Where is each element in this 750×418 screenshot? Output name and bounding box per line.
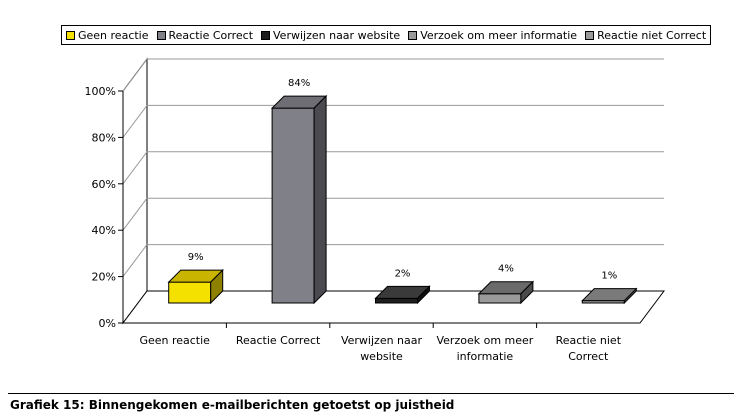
bar bbox=[581, 287, 638, 305]
category-label: informatie bbox=[457, 350, 514, 363]
legend-item: Reactie niet Correct bbox=[585, 29, 706, 42]
legend-swatch bbox=[66, 30, 75, 40]
category-label: Geen reactie bbox=[139, 334, 210, 347]
bar-side bbox=[623, 287, 637, 305]
y-tick-label: 100% bbox=[85, 85, 116, 98]
data-label: 2% bbox=[395, 268, 411, 279]
legend-swatch bbox=[408, 30, 418, 40]
data-label: 9% bbox=[188, 252, 204, 263]
y-tick-label: 60% bbox=[92, 178, 116, 191]
category-label: website bbox=[360, 350, 403, 363]
bar-front bbox=[478, 293, 522, 304]
gridline-side bbox=[122, 244, 148, 277]
legend-label: Reactie Correct bbox=[168, 28, 254, 42]
legend-swatch bbox=[261, 30, 271, 40]
legend-item: Reactie Correct bbox=[156, 28, 254, 42]
category-label: Reactie Correct bbox=[236, 334, 321, 347]
bar bbox=[477, 280, 535, 305]
data-label: 84% bbox=[288, 78, 310, 89]
bar-chart: 0% 20% 40% 60% 80% 100% 9% 84% 2% 4% 1% Geen reac… bbox=[85, 57, 665, 363]
legend-item: Verwijzen naar website bbox=[261, 29, 400, 42]
legend-item: Verzoek om meer informatie bbox=[408, 29, 577, 42]
y-tick-label: 40% bbox=[92, 224, 116, 237]
legend-swatch bbox=[585, 30, 595, 40]
data-label: 4% bbox=[498, 264, 514, 275]
data-label: 1% bbox=[601, 271, 617, 282]
chart-legend: Geen reactie Reactie Correct Verwijzen naa… bbox=[61, 25, 712, 45]
left-wall bbox=[122, 57, 148, 325]
legend-label: Verwijzen naar website bbox=[273, 28, 401, 42]
category-label: Correct bbox=[568, 350, 609, 363]
bar-side bbox=[520, 280, 534, 305]
gridline-side bbox=[122, 105, 148, 138]
bar bbox=[270, 94, 328, 305]
bar-side bbox=[210, 268, 224, 305]
y-tick-label: 80% bbox=[92, 131, 116, 144]
bar-side bbox=[313, 94, 327, 305]
gridline-side bbox=[122, 151, 148, 185]
gridline-side bbox=[122, 197, 148, 231]
legend-label: Reactie niet Correct bbox=[597, 28, 707, 42]
bar-front bbox=[271, 107, 315, 304]
bar bbox=[374, 285, 431, 305]
bar-side bbox=[417, 285, 430, 305]
category-label: Reactie niet bbox=[556, 334, 622, 347]
category-label: Verzoek om meer bbox=[436, 334, 533, 347]
bar-front bbox=[375, 297, 418, 304]
caption-divider bbox=[8, 393, 734, 394]
legend-label: Geen reactie bbox=[78, 28, 149, 42]
bar-front bbox=[168, 281, 212, 304]
legend-item: Geen reactie bbox=[66, 29, 149, 42]
back-wall bbox=[147, 59, 664, 291]
gridline-side bbox=[122, 58, 148, 92]
legend-swatch bbox=[156, 30, 166, 40]
bar bbox=[167, 268, 224, 305]
chart-caption: Grafiek 15: Binnengekomen e-mailberichte… bbox=[10, 398, 455, 412]
category-label: Verwijzen naar bbox=[341, 334, 423, 347]
y-tick-label: 0% bbox=[99, 317, 116, 330]
legend-label: Verzoek om meer informatie bbox=[420, 28, 578, 42]
y-tick-label: 20% bbox=[92, 271, 116, 284]
